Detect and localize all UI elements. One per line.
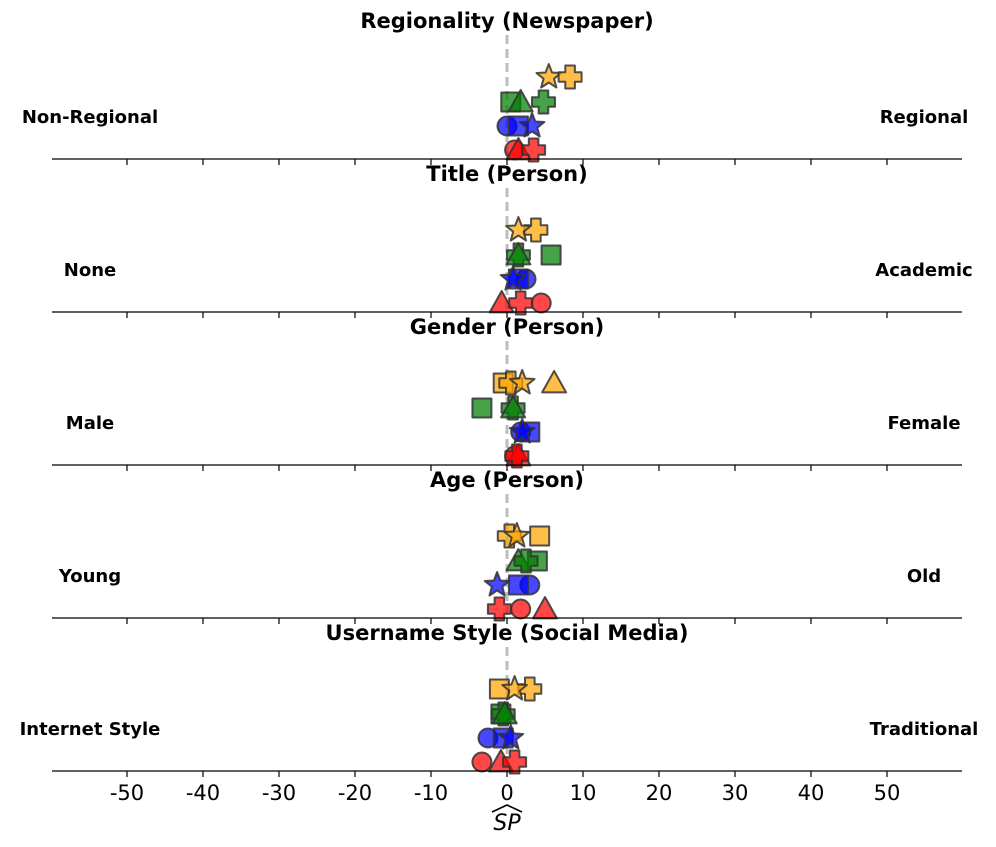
red-circle-point (471, 751, 493, 773)
green-square-point (471, 397, 493, 419)
x-axis-label-hat (491, 804, 523, 813)
left-end-label: None (64, 260, 116, 281)
green-triangle-point (505, 242, 532, 266)
red-plus-point (486, 596, 512, 622)
data-points (471, 675, 543, 775)
data-points (488, 216, 562, 316)
orange-plus-point (523, 217, 549, 243)
x-axis: -50 -40 -30 -20 -10 0 10 20 30 40 50 (110, 781, 901, 805)
red-circle-point (510, 598, 532, 620)
x-tick-label: 40 (798, 781, 825, 805)
orange-star-point (505, 216, 532, 242)
blue-square-point (507, 574, 529, 596)
panel-title: Title (Person) (426, 162, 587, 186)
x-tick-label: 20 (646, 781, 673, 805)
panel-title: Regionality (Newspaper) (360, 9, 653, 33)
green-plus-point (513, 548, 539, 574)
right-end-label: Female (887, 413, 960, 434)
x-tick-label: -20 (338, 781, 372, 805)
x-tick-label: -30 (262, 781, 296, 805)
data-points (483, 522, 558, 622)
orange-star-point (503, 522, 531, 548)
x-tick-label: -40 (186, 781, 220, 805)
blue-star-point (499, 265, 527, 291)
x-tick-label: 30 (722, 781, 749, 805)
panel-title: Username Style (Social Media) (326, 621, 689, 645)
x-tick-label: 10 (570, 781, 597, 805)
orange-plus-point (557, 64, 583, 90)
panel: Title (Person) None Academic (52, 162, 973, 318)
x-tick-label: 50 (874, 781, 901, 805)
x-tick-label: -10 (414, 781, 448, 805)
data-points (496, 63, 583, 163)
red-circle-point (530, 292, 552, 314)
orange-star-point (508, 369, 536, 395)
orange-triangle-point (541, 370, 568, 394)
right-end-label: Regional (880, 107, 969, 128)
panel-title: Gender (Person) (410, 315, 604, 339)
x-tick-label: 0 (500, 781, 513, 805)
green-triangle-point (500, 395, 527, 419)
green-square-point (540, 244, 562, 266)
panel: Regionality (Newspaper) Non-Regional Regio… (22, 9, 968, 165)
green-triangle-point (507, 89, 534, 113)
left-end-label: Non-Regional (22, 107, 158, 128)
left-end-label: Male (66, 413, 114, 434)
panel: Gender (Person) Male Female (52, 315, 962, 471)
left-end-label: Internet Style (20, 719, 161, 740)
right-end-label: Academic (875, 260, 972, 281)
red-plus-point (508, 290, 534, 316)
orange-star-point (501, 675, 528, 701)
x-axis-label: SP (493, 811, 521, 836)
orange-square-point (529, 525, 551, 547)
red-plus-point (502, 749, 528, 775)
red-triangle-point (532, 596, 558, 620)
data-points (471, 369, 568, 469)
chart-panels: Regionality (Newspaper) Non-Regional Regio… (20, 9, 979, 777)
blue-star-point (497, 724, 525, 750)
green-plus-point (530, 89, 556, 115)
panel-title: Age (Person) (430, 468, 584, 492)
blue-star-point (483, 571, 511, 597)
blue-star-point (518, 112, 546, 138)
panel: Username Style (Social Media) Internet St… (20, 621, 979, 777)
green-triangle-point (491, 701, 518, 725)
orange-star-point (535, 63, 563, 89)
blue-star-point (508, 418, 536, 444)
left-end-label: Young (58, 566, 121, 587)
right-end-label: Traditional (870, 719, 979, 740)
panel: Age (Person) Young Old (52, 468, 962, 624)
red-plus-point (504, 443, 530, 469)
red-plus-point (521, 137, 547, 163)
right-end-label: Old (907, 566, 941, 587)
x-tick-label: -50 (110, 781, 144, 805)
